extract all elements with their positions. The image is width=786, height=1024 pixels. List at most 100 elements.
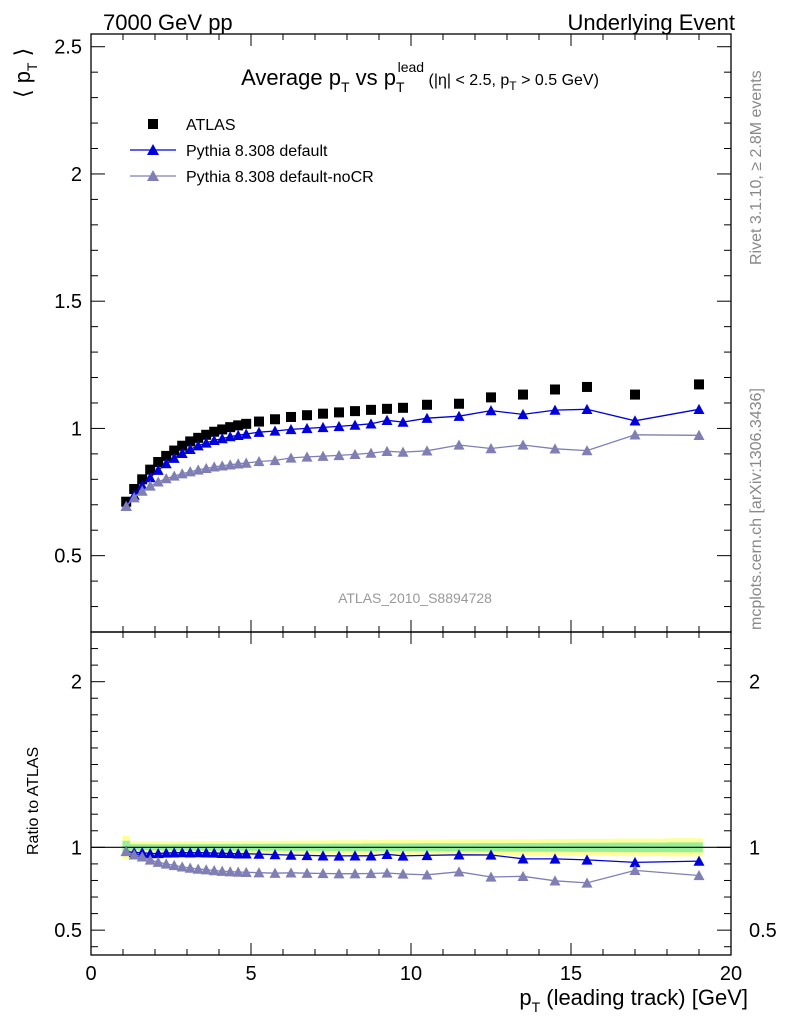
data-point-atlas bbox=[270, 414, 280, 425]
ratio-point-default bbox=[333, 850, 345, 861]
series-line-ratio bbox=[126, 850, 700, 864]
data-point-nocr bbox=[144, 480, 156, 491]
data-point-atlas bbox=[486, 392, 496, 403]
series-line-main bbox=[125, 434, 700, 507]
series-line-ratio bbox=[125, 850, 700, 884]
data-point-nocr bbox=[184, 466, 196, 477]
data-point-default bbox=[184, 443, 196, 454]
main-y-tick-label: 1 bbox=[71, 418, 82, 440]
ratio-point-nocr bbox=[397, 868, 409, 879]
data-point-nocr bbox=[128, 492, 140, 503]
data-point-atlas bbox=[582, 381, 592, 392]
ratio-point-nocr bbox=[144, 854, 156, 865]
ratio-point-default bbox=[232, 848, 244, 859]
ratio-point-nocr bbox=[485, 871, 497, 882]
x-tick-label: 15 bbox=[560, 963, 582, 985]
ratio-point-nocr bbox=[232, 866, 244, 877]
ratio-point-default bbox=[349, 850, 361, 861]
data-point-nocr bbox=[453, 439, 465, 450]
data-point-default bbox=[240, 428, 252, 439]
ratio-point-default bbox=[421, 849, 433, 861]
ratio-point-nocr bbox=[120, 845, 132, 857]
ratio-point-default bbox=[192, 847, 204, 858]
data-point-nocr bbox=[232, 458, 244, 469]
data-point-nocr bbox=[485, 443, 497, 454]
data-point-default bbox=[365, 418, 377, 429]
data-point-atlas bbox=[177, 440, 188, 451]
data-point-nocr bbox=[120, 500, 132, 511]
series-3 bbox=[120, 429, 705, 888]
data-point-nocr bbox=[333, 449, 345, 461]
data-point-atlas bbox=[209, 426, 220, 437]
ratio-point-nocr bbox=[216, 865, 228, 876]
data-point-atlas bbox=[550, 384, 560, 395]
ratio-point-default bbox=[317, 850, 329, 861]
data-point-nocr bbox=[397, 446, 409, 457]
ratio-point-default bbox=[365, 850, 377, 861]
header-left: 7000 GeV pp bbox=[103, 10, 233, 35]
ratio-point-nocr bbox=[269, 867, 281, 878]
ratio-point-nocr bbox=[240, 866, 252, 878]
ratio-point-nocr bbox=[333, 868, 345, 879]
ratio-point-nocr bbox=[128, 849, 140, 860]
ratio-point-default bbox=[253, 848, 265, 859]
data-series bbox=[120, 379, 705, 888]
data-point-atlas bbox=[185, 436, 196, 447]
main-y-tick-label: 2.5 bbox=[54, 37, 82, 59]
ratio-point-default bbox=[144, 847, 156, 859]
data-point-atlas bbox=[217, 424, 228, 435]
data-point-atlas bbox=[350, 406, 360, 417]
y-axis-label-main: ⟨ pT ⟩ bbox=[10, 48, 40, 98]
analysis-label: ATLAS_2010_S8894728 bbox=[338, 590, 492, 606]
ratio-point-nocr bbox=[253, 867, 265, 878]
data-point-default bbox=[317, 421, 329, 433]
data-point-atlas bbox=[334, 407, 344, 418]
ratio-point-nocr bbox=[549, 875, 561, 886]
header-right: Underlying Event bbox=[567, 10, 735, 35]
data-point-default bbox=[397, 416, 409, 427]
ratio-point-nocr bbox=[224, 866, 236, 877]
ratio-point-nocr bbox=[349, 868, 361, 879]
legend-marker-nocr bbox=[147, 170, 159, 181]
data-point-nocr bbox=[285, 452, 297, 463]
ratio-y-tick-label-left: 0.5 bbox=[54, 920, 82, 942]
data-point-nocr bbox=[192, 464, 204, 475]
data-point-default bbox=[301, 422, 313, 434]
data-point-atlas bbox=[422, 399, 432, 410]
data-point-nocr bbox=[176, 468, 188, 479]
ratio-point-default bbox=[381, 848, 393, 859]
x-tick-label: 20 bbox=[720, 963, 742, 985]
ratio-point-nocr bbox=[421, 869, 433, 880]
ratio-point-nocr bbox=[693, 869, 705, 881]
ratio-point-nocr bbox=[381, 867, 393, 878]
ratio-point-default bbox=[224, 847, 236, 859]
ratio-point-default bbox=[517, 853, 529, 864]
ratio-point-nocr bbox=[136, 851, 148, 862]
data-point-default bbox=[285, 423, 297, 435]
ratio-y-tick-label-right: 1 bbox=[749, 837, 760, 859]
ratio-point-default bbox=[397, 850, 409, 861]
ratio-y-tick-label-right: 2 bbox=[749, 672, 760, 694]
data-point-nocr bbox=[136, 485, 148, 496]
data-point-atlas bbox=[518, 389, 528, 400]
data-point-atlas bbox=[169, 445, 180, 456]
data-point-nocr bbox=[381, 445, 393, 457]
data-point-default bbox=[208, 434, 220, 446]
ratio-point-default bbox=[176, 847, 188, 858]
ratio-y-tick-label-right: 0.5 bbox=[749, 920, 777, 942]
data-point-nocr bbox=[317, 450, 329, 461]
main-y-tick-label: 0.5 bbox=[54, 546, 82, 568]
data-point-default bbox=[693, 403, 705, 415]
legend-marker-atlas bbox=[148, 119, 158, 129]
x-axis-label: pT (leading track) [GeV] bbox=[519, 985, 748, 1015]
ratio-point-default bbox=[160, 847, 172, 858]
ratio-point-default bbox=[453, 849, 465, 860]
ratio-point-default bbox=[200, 847, 212, 858]
data-point-atlas bbox=[153, 457, 164, 468]
ratio-point-nocr bbox=[365, 868, 377, 879]
ratio-point-nocr bbox=[152, 856, 164, 867]
data-point-atlas bbox=[398, 402, 408, 413]
data-point-nocr bbox=[581, 445, 593, 456]
ratio-point-nocr bbox=[301, 867, 313, 878]
legend-label-default: Pythia 8.308 default bbox=[186, 143, 328, 160]
